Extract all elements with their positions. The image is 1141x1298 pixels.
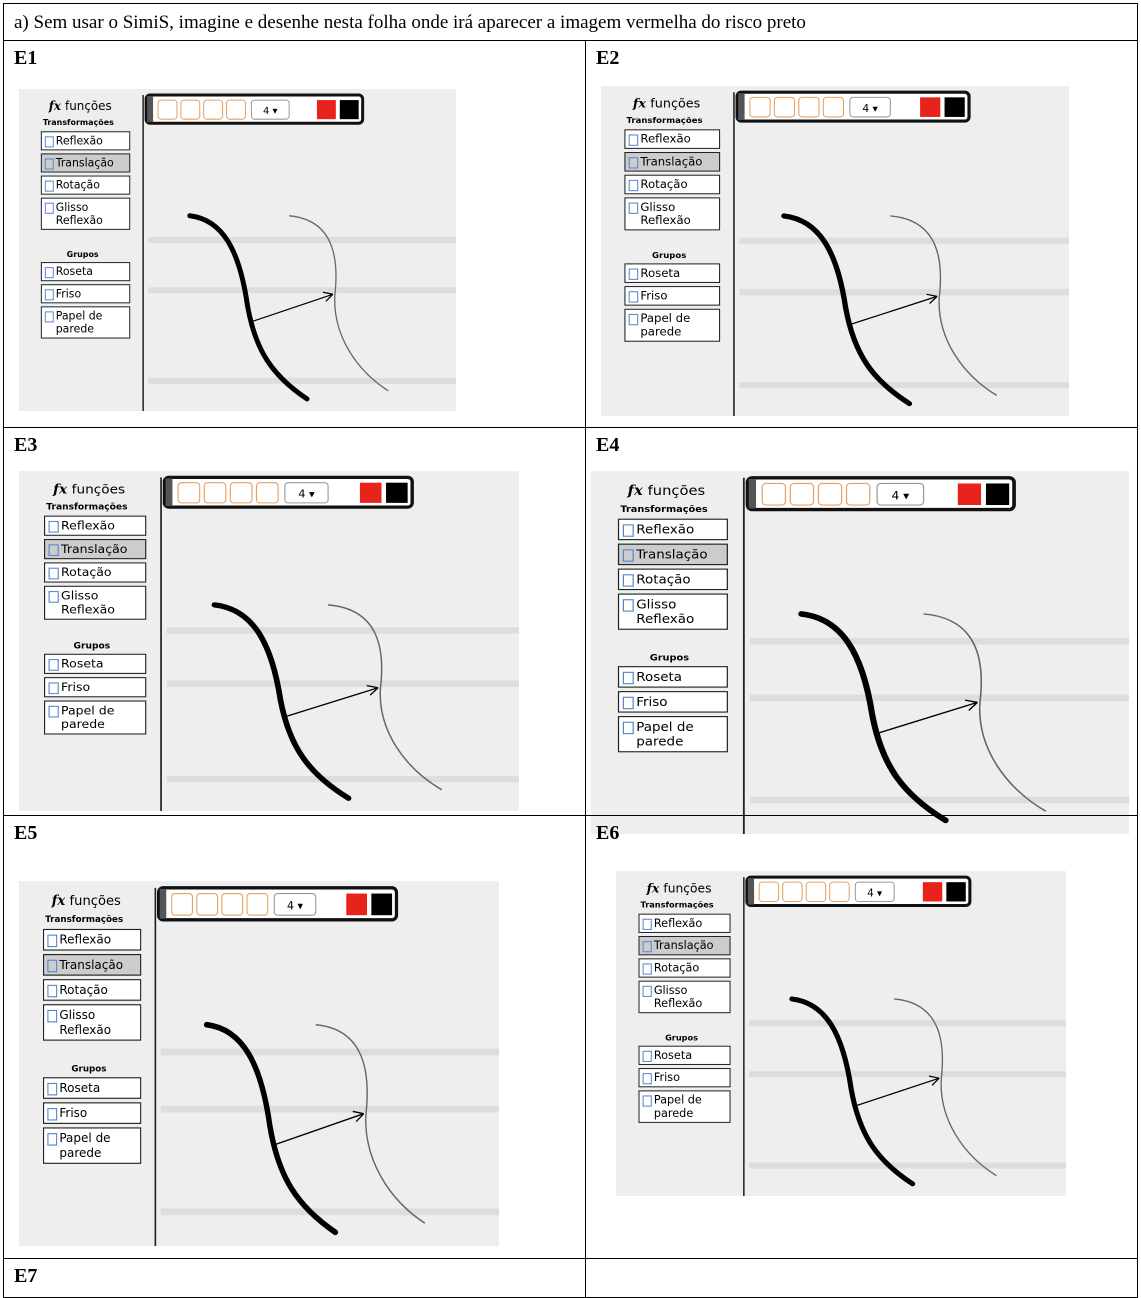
drawing: 4 ▾ — [19, 89, 456, 411]
black-stroke — [784, 216, 910, 404]
tool-button — [830, 882, 849, 901]
pen-size: 4 ▾ — [867, 888, 883, 899]
color-red — [920, 97, 940, 117]
color-red — [923, 882, 942, 901]
black-stroke — [792, 999, 913, 1184]
cell-label: E5 — [14, 822, 37, 845]
table-cell: E3 fxfunçõesTransformaçõesReflexãoTransla… — [3, 427, 586, 816]
toolbar-grip — [166, 478, 173, 506]
tool-button — [178, 483, 200, 503]
pen-size: 4 ▾ — [263, 106, 277, 117]
black-stroke — [190, 216, 307, 399]
tool-button — [774, 97, 794, 117]
tool-button — [158, 100, 177, 119]
black-stroke — [214, 605, 348, 798]
color-black — [986, 483, 1009, 505]
tool-button — [762, 483, 785, 505]
arrow — [848, 296, 937, 325]
tool-button — [823, 97, 843, 117]
table-cell: E4fxfunçõesTransformaçõesReflexãoTransla… — [585, 427, 1138, 816]
tool-button — [790, 483, 813, 505]
cell-label: E6 — [596, 822, 619, 845]
color-red — [346, 894, 367, 916]
color-black — [371, 894, 392, 916]
table-cell: E1 fxfunçõesTransformaçõesReflexãoTransla… — [3, 40, 586, 428]
pen-size: 4 ▾ — [891, 489, 909, 502]
tool-button — [230, 483, 252, 503]
table-cell: E7 — [3, 1258, 586, 1298]
tool-button — [227, 100, 246, 119]
drawing: 4 ▾ — [19, 471, 519, 811]
toolbar-grip — [749, 479, 756, 508]
drawing: 4 ▾ — [591, 471, 1129, 834]
tool-button — [783, 882, 802, 901]
cell-label: E1 — [14, 47, 37, 70]
arrow — [249, 294, 332, 322]
drawing: 4 ▾ — [616, 871, 1066, 1196]
tool-button — [222, 894, 243, 916]
header-text: a) Sem usar o SimiS, imagine e desenhe n… — [14, 12, 806, 34]
tool-button — [197, 894, 218, 916]
tool-button — [847, 483, 870, 505]
tool-button — [750, 97, 770, 117]
tool-button — [759, 882, 778, 901]
table-cell — [585, 1258, 1138, 1298]
black-stroke — [801, 614, 945, 820]
pen-size: 4 ▾ — [287, 899, 303, 912]
pen-size: 4 ▾ — [298, 488, 315, 501]
toolbar-grip — [738, 93, 744, 120]
tool-button — [799, 97, 819, 117]
color-red — [360, 483, 382, 503]
tool-button — [172, 894, 193, 916]
cell-label: E2 — [596, 47, 619, 70]
screenshot: fxfunçõesTransformaçõesReflexãoTranslaçã… — [19, 89, 456, 411]
arrow — [283, 688, 378, 718]
cell-label: E7 — [14, 1265, 37, 1288]
header-cell: a) Sem usar o SimiS, imagine e desenhe n… — [3, 3, 1138, 41]
toolbar-grip — [147, 96, 153, 122]
color-red — [317, 100, 336, 119]
arrow — [272, 1114, 364, 1146]
cell-label: E3 — [14, 434, 37, 457]
tool-button — [257, 483, 279, 503]
table-cell: E2 fxfunçõesTransformaçõesReflexãoTransla… — [585, 40, 1138, 428]
tool-button — [247, 894, 268, 916]
arrow — [853, 1078, 939, 1106]
tool-button — [806, 882, 825, 901]
tool-button — [181, 100, 200, 119]
color-red — [958, 483, 981, 505]
simis-panel: fxfunçõesTransformaçõesReflexãoTranslaçã… — [601, 86, 1069, 416]
color-black — [946, 882, 965, 901]
page: a) Sem usar o SimiS, imagine e desenhe n… — [0, 0, 1141, 1294]
arrow — [875, 702, 978, 734]
color-black — [386, 483, 408, 503]
tool-button — [204, 483, 226, 503]
toolbar-grip — [160, 889, 167, 919]
black-stroke — [207, 1025, 336, 1233]
pen-size: 4 ▾ — [862, 103, 878, 115]
color-black — [945, 97, 965, 117]
tool-button — [204, 100, 223, 119]
cell-label: E4 — [596, 434, 619, 457]
toolbar-grip — [748, 878, 754, 904]
tool-button — [818, 483, 841, 505]
drawing: 4 ▾ — [19, 881, 499, 1246]
color-black — [340, 100, 359, 119]
drawing: 4 ▾ — [601, 86, 1069, 416]
